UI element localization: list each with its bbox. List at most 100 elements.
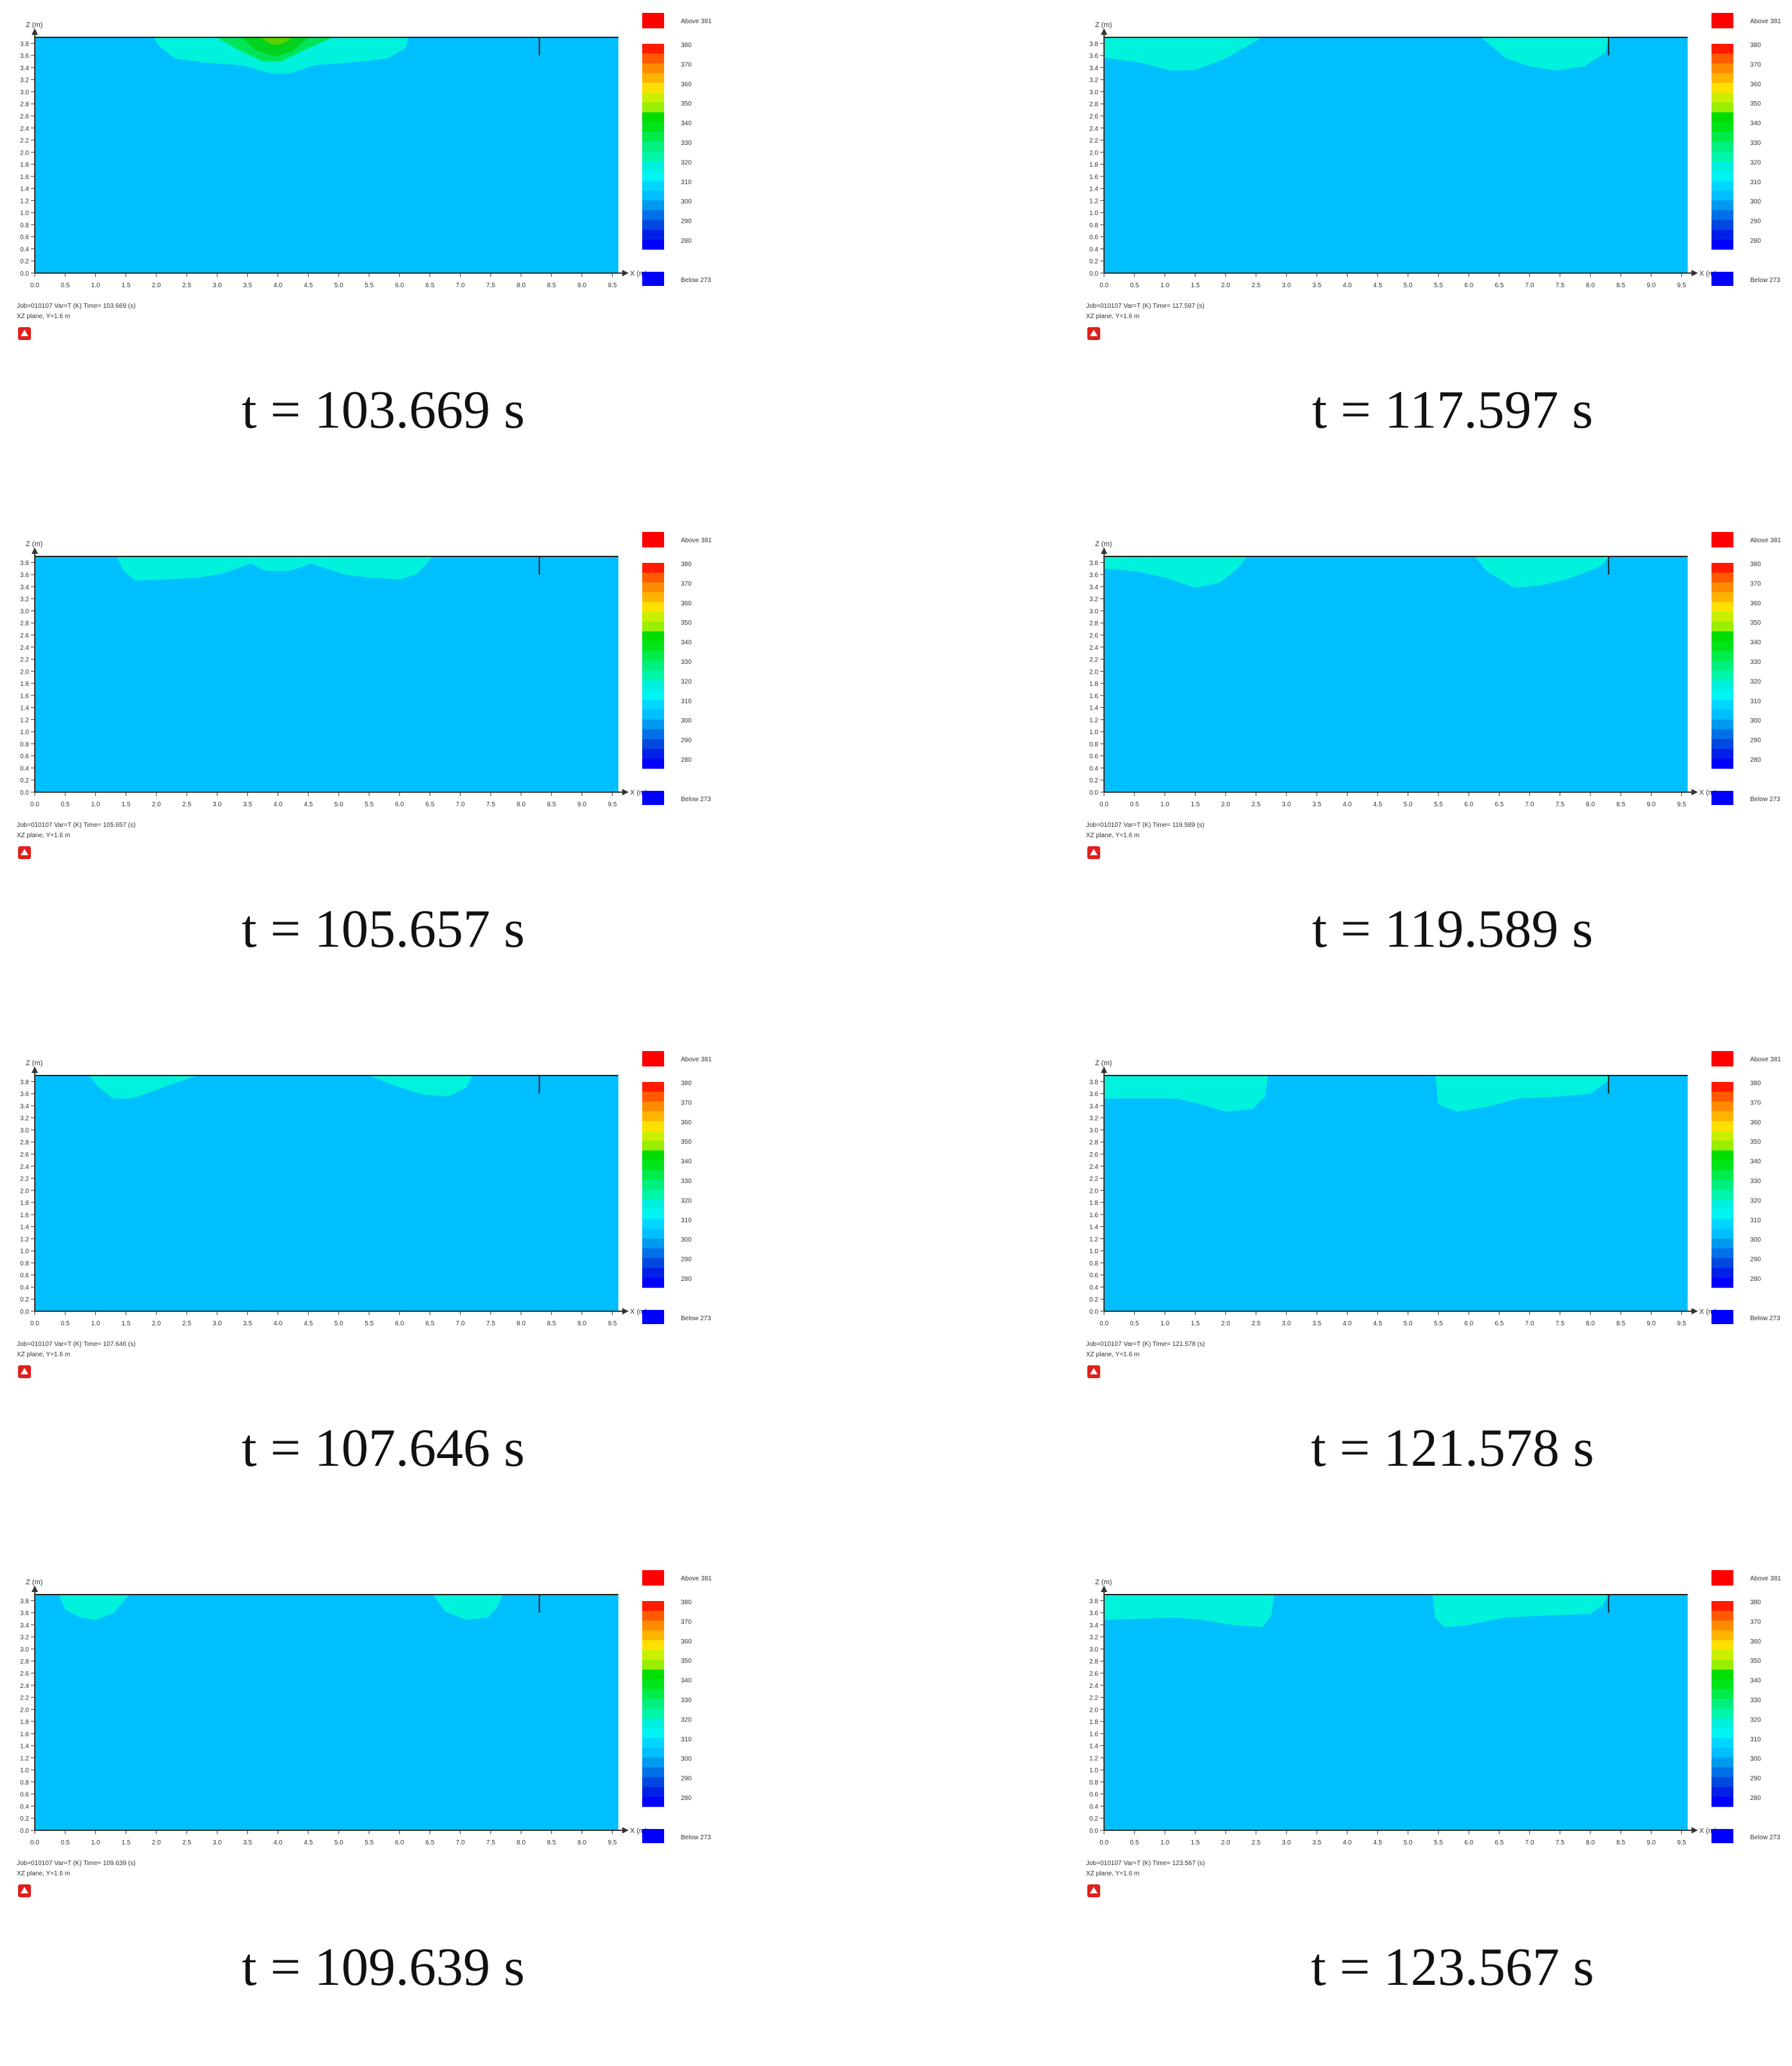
legend-color-band [642, 1650, 664, 1660]
legend-color-band [642, 1101, 664, 1112]
z-axis-label: Z (m) [26, 21, 43, 29]
legend-band-label: 280 [1750, 1795, 1761, 1802]
x-tick-label: 6.5 [425, 1320, 434, 1327]
z-tick-label: 3.0 [20, 89, 29, 96]
x-tick-label: 9.5 [608, 282, 617, 289]
legend-band-label: 280 [681, 1795, 692, 1802]
legend-color-band [642, 1699, 664, 1709]
warm-zone-contour [260, 37, 294, 45]
x-tick-label: 8.5 [1616, 1839, 1625, 1846]
x-tick-label: 1.5 [122, 1320, 131, 1327]
x-tick-label: 8.0 [1586, 282, 1595, 289]
x-tick-label: 5.5 [1434, 1839, 1443, 1846]
legend-color-band [1711, 151, 1733, 162]
z-tick-label: 0.8 [20, 222, 29, 229]
x-tick-label: 5.5 [1434, 1320, 1443, 1327]
z-tick-label: 2.0 [1089, 1707, 1098, 1714]
job-info-line: Job=010107 Var=T (K) Time= 117.597 (s) [1086, 303, 1205, 310]
legend-color-band [642, 1786, 664, 1797]
x-tick-label: 3.0 [213, 282, 222, 289]
contour-plot-svg: Z (m)X (m)0.00.20.40.60.81.01.21.41.61.8… [1086, 532, 1781, 859]
legend-color-band [642, 1689, 664, 1700]
x-tick-label: 6.0 [395, 1320, 404, 1327]
legend-band-label: 360 [681, 1119, 692, 1126]
z-tick-label: 3.2 [20, 77, 29, 84]
legend-below-swatch [1711, 1829, 1733, 1843]
z-tick-label: 3.2 [1089, 596, 1098, 603]
z-tick-label: 2.6 [1089, 1671, 1098, 1678]
legend-color-band [1711, 719, 1733, 730]
z-tick-label: 0.0 [1089, 790, 1098, 797]
z-tick-label: 3.4 [20, 1622, 29, 1629]
x-tick-label: 7.0 [456, 1839, 465, 1846]
z-tick-label: 2.4 [1089, 645, 1098, 652]
z-tick-label: 1.0 [1089, 1248, 1098, 1255]
z-tick-label: 2.2 [20, 1176, 29, 1183]
x-tick-label: 3.5 [243, 801, 252, 808]
legend-color-band [642, 1092, 664, 1102]
legend-band-label: 340 [681, 1678, 692, 1685]
contour-plot-svg: Z (m)X (m)0.00.20.40.60.81.01.21.41.61.8… [17, 13, 712, 340]
legend-color-band [642, 1199, 664, 1210]
warm-zone-contour [369, 1076, 473, 1097]
z-tick-label: 3.0 [1089, 89, 1098, 96]
temperature-contour-panel: Z (m) X (m) 0.0 0.2 0.4 0.6 0.8 1.0 1.2 1.4 1.6 1.8… [1069, 1038, 1791, 1547]
x-tick-label: 9.0 [577, 1320, 586, 1327]
x-tick-label: 0.5 [1130, 1320, 1139, 1327]
z-tick-label: 2.0 [1089, 149, 1098, 156]
legend-band-label: 280 [1750, 1276, 1761, 1283]
x-tick-label: 1.0 [1160, 801, 1169, 808]
x-tick-label: 6.0 [1464, 801, 1473, 808]
x-tick-label: 1.5 [1191, 1839, 1200, 1846]
z-tick-label: 3.4 [1089, 1622, 1098, 1629]
legend-color-band [1711, 710, 1733, 720]
z-tick-label: 0.6 [20, 753, 29, 761]
legend-band-label: 380 [681, 561, 692, 568]
legend-color-band [642, 592, 664, 603]
x-tick-label: 8.5 [1616, 801, 1625, 808]
job-info-line: Job=010107 Var=T (K) Time= 103.669 (s) [17, 303, 135, 310]
z-tick-label: 3.0 [20, 608, 29, 615]
x-tick-label: 3.0 [1282, 801, 1291, 808]
legend-color-band [642, 710, 664, 720]
z-tick-label: 2.0 [20, 668, 29, 676]
legend-color-band [1711, 1229, 1733, 1239]
x-tick-label: 8.5 [1616, 1320, 1625, 1327]
legend-band-label: 300 [681, 1237, 692, 1244]
z-tick-label: 3.4 [1089, 584, 1098, 591]
z-tick-label: 3.0 [1089, 608, 1098, 615]
legend-above-label: Above 381 [681, 537, 712, 544]
legend-band-label: 330 [1750, 1697, 1761, 1704]
x-tick-label: 7.0 [1525, 1839, 1534, 1846]
z-tick-label: 0.8 [1089, 741, 1098, 748]
software-logo-icon [1087, 1884, 1100, 1897]
time-caption: t = 103.669 s [242, 380, 525, 440]
legend-below-label: Below 273 [681, 1315, 711, 1322]
legend-below-swatch [642, 1829, 664, 1843]
x-tick-label: 1.0 [1160, 282, 1169, 289]
legend-color-band [1711, 1620, 1733, 1631]
x-tick-label: 7.5 [1556, 1839, 1565, 1846]
z-tick-label: 3.4 [1089, 1103, 1098, 1110]
x-tick-label: 2.0 [152, 1839, 161, 1846]
x-tick-label: 1.0 [1160, 1320, 1169, 1327]
z-tick-label: 1.8 [20, 681, 29, 688]
x-tick-label: 4.5 [1373, 1839, 1382, 1846]
temperature-contour-panel: Z (m) X (m) 0.0 0.2 0.4 0.6 0.8 1.0 1.2 1.4 1.6 1.8… [0, 1557, 721, 2066]
z-tick-label: 0.0 [20, 1828, 29, 1835]
z-tick-label: 0.8 [20, 741, 29, 748]
x-axis-arrow [622, 270, 629, 276]
legend-color-band [642, 719, 664, 730]
legend-band-label: 290 [1750, 218, 1761, 225]
z-tick-label: 1.2 [1089, 1755, 1098, 1762]
temperature-field [1104, 556, 1688, 792]
x-tick-label: 3.5 [1312, 1839, 1321, 1846]
legend-band-label: 370 [1750, 1618, 1761, 1625]
legend-color-band [1711, 592, 1733, 603]
x-tick-label: 4.5 [1373, 801, 1382, 808]
legend-color-band [642, 200, 664, 211]
plane-info-line: XZ plane, Y=1.6 m [1086, 313, 1139, 320]
legend-color-band [1711, 73, 1733, 84]
x-tick-label: 8.5 [1616, 282, 1625, 289]
x-tick-label: 4.5 [1373, 282, 1382, 289]
